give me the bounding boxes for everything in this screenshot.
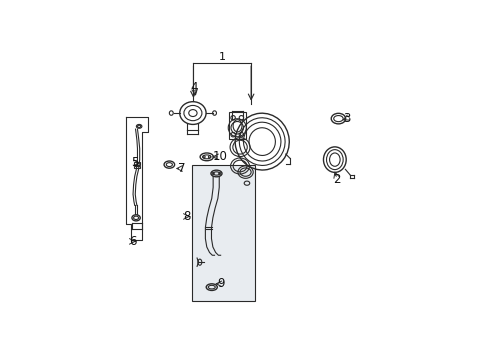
Bar [192,165,255,301]
Text: 7: 7 [177,162,185,175]
Bar [229,112,246,139]
Text: 4: 4 [191,81,198,94]
Text: 2: 2 [333,172,341,185]
Text: 10: 10 [213,150,227,163]
Text: 5: 5 [132,157,139,170]
Text: 3: 3 [343,112,351,125]
Text: 6: 6 [129,235,136,248]
Bar [134,162,140,165]
Text: 8: 8 [183,210,191,223]
Text: 1: 1 [219,52,225,62]
Bar [134,166,140,168]
Text: 9: 9 [218,277,225,290]
